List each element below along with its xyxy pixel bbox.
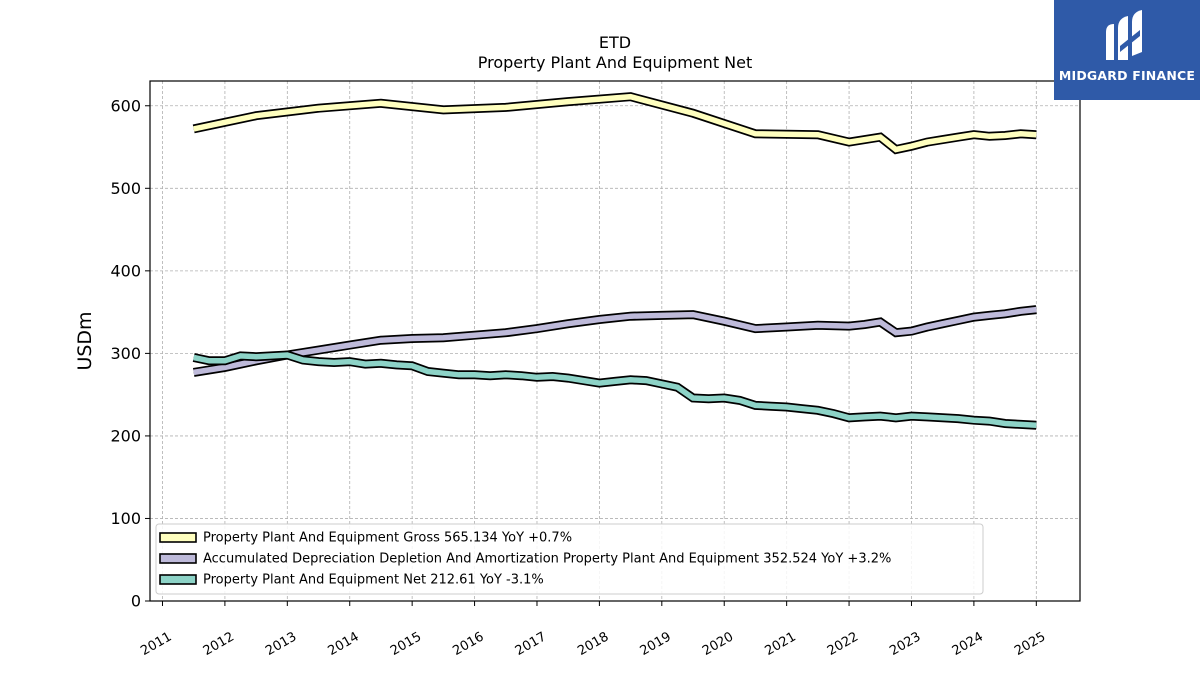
legend-label: Accumulated Depreciation Depletion And A… xyxy=(203,552,891,567)
series-layer xyxy=(192,92,1037,430)
legend-box xyxy=(155,523,984,595)
brand-logo: MIDGARD FINANCE xyxy=(1054,0,1200,100)
x-tick-label: 2024 xyxy=(950,629,986,659)
y-tick-label: 100 xyxy=(110,509,141,528)
series-line-1 xyxy=(193,306,1037,376)
legend-label: Property Plant And Equipment Net 212.61 … xyxy=(203,573,544,588)
logo-text: MIDGARD FINANCE xyxy=(1058,68,1196,83)
legend: Property Plant And Equipment Gross 565.1… xyxy=(155,523,984,595)
y-tick-label: 500 xyxy=(110,179,141,198)
x-tick-label: 2015 xyxy=(388,629,424,659)
legend-label: Property Plant And Equipment Gross 565.1… xyxy=(203,531,572,546)
y-tick-label: 300 xyxy=(110,344,141,363)
x-tick-label: 2018 xyxy=(575,629,611,659)
series-line-outline-0 xyxy=(192,92,1037,155)
y-axis: 0 100 200 300 400 500 600 xyxy=(110,96,150,611)
series-line-0 xyxy=(193,93,1037,153)
x-tick-label: 2021 xyxy=(762,629,798,659)
x-tick-label: 2014 xyxy=(326,629,362,659)
x-tick-label: 2013 xyxy=(263,629,299,659)
x-tick-label: 2025 xyxy=(1012,629,1048,659)
x-tick-label: 2017 xyxy=(513,629,549,659)
x-tick-label: 2022 xyxy=(825,629,861,659)
chart-subtitle: Property Plant And Equipment Net xyxy=(478,53,753,72)
y-tick-label: 600 xyxy=(110,96,141,115)
logo-mark-icon xyxy=(1106,10,1142,60)
y-axis-label: USDm xyxy=(74,311,96,370)
chart-title: ETD xyxy=(599,33,631,52)
plot-area-frame xyxy=(149,80,1081,602)
y-tick-label: 200 xyxy=(110,426,141,445)
x-tick-label: 2023 xyxy=(887,629,923,659)
y-tick-label: 400 xyxy=(110,261,141,280)
legend-swatch xyxy=(159,574,197,585)
x-tick-label: 2011 xyxy=(138,629,174,659)
legend-swatch xyxy=(159,553,197,564)
grid xyxy=(150,81,1080,602)
y-tick-label: 0 xyxy=(131,592,141,611)
x-tick-label: 2012 xyxy=(201,629,237,659)
series-line-2 xyxy=(193,352,1037,428)
x-tick-label: 2016 xyxy=(450,629,486,659)
x-tick-label: 2020 xyxy=(700,629,736,659)
x-axis: 2011 2012 2013 2014 2015 2016 2017 2018 2019 2020… xyxy=(138,601,1048,659)
x-tick-label: 2019 xyxy=(638,629,674,659)
legend-swatch xyxy=(159,532,197,543)
